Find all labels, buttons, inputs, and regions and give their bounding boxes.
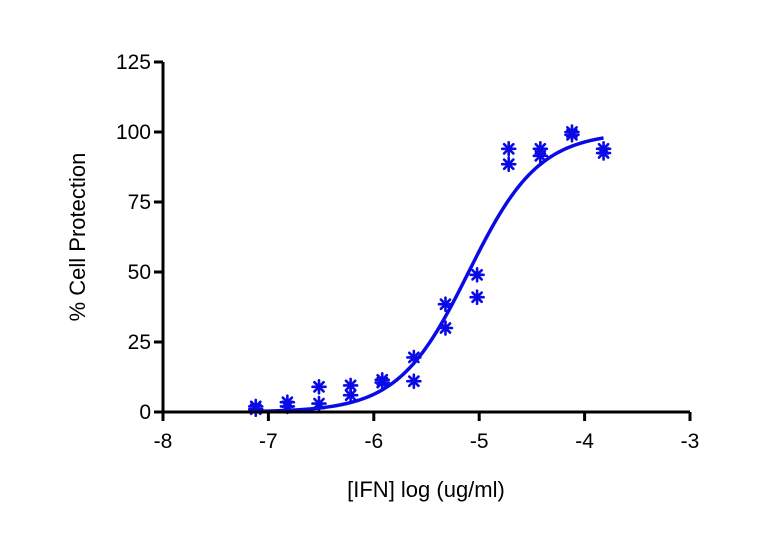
data-point <box>500 156 517 172</box>
data-point <box>406 373 422 390</box>
data-point <box>437 296 454 313</box>
data-point <box>469 289 485 306</box>
data-point <box>342 387 359 404</box>
data-point <box>279 398 296 415</box>
y-tick-label: 25 <box>128 331 151 354</box>
x-axis-title: [IFN] log (ug/ml) <box>347 477 505 502</box>
data-point <box>311 395 327 412</box>
x-tick-label: -7 <box>259 430 278 453</box>
data-point <box>311 378 327 395</box>
y-tick-label: 0 <box>139 401 151 424</box>
data-points-layer <box>247 124 612 418</box>
x-tick-label: -3 <box>681 430 700 453</box>
data-point <box>247 401 264 418</box>
fit-curve <box>255 136 604 414</box>
y-tick-label: 75 <box>128 191 151 214</box>
x-tick-label: -5 <box>470 430 489 453</box>
data-point <box>406 349 422 366</box>
x-tick-label: -6 <box>364 430 383 453</box>
y-ticks: 0 25 50 75 100 125 <box>116 51 163 424</box>
y-axis-title: % Cell Protection <box>65 153 90 322</box>
y-tick-label: 100 <box>116 121 151 144</box>
y-tick-label: 125 <box>116 51 151 74</box>
fit-curve-layer <box>255 136 604 414</box>
y-tick-label: 50 <box>128 261 151 284</box>
data-point <box>532 148 549 164</box>
data-point <box>437 320 454 336</box>
data-point <box>564 127 580 143</box>
data-point <box>595 145 612 161</box>
x-ticks: -8 -7 -6 -5 -4 -3 <box>154 412 700 453</box>
data-point <box>500 141 517 157</box>
data-point <box>469 266 485 283</box>
axes <box>161 62 690 414</box>
x-tick-label: -8 <box>154 430 173 453</box>
data-point <box>374 374 391 391</box>
x-tick-label: -4 <box>575 430 594 453</box>
